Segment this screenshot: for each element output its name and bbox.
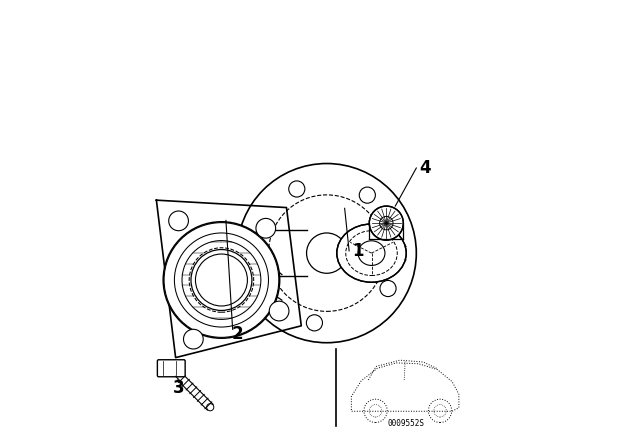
Text: 4: 4	[419, 159, 431, 177]
Circle shape	[256, 218, 276, 238]
Text: 3: 3	[173, 379, 185, 396]
Circle shape	[359, 187, 376, 203]
Circle shape	[184, 329, 204, 349]
FancyBboxPatch shape	[157, 360, 185, 377]
Circle shape	[269, 301, 289, 321]
Circle shape	[369, 206, 403, 240]
Circle shape	[191, 250, 252, 310]
Circle shape	[163, 222, 280, 338]
Text: 0009552S: 0009552S	[387, 419, 424, 428]
Text: 2: 2	[231, 325, 243, 343]
Text: 1: 1	[353, 242, 364, 260]
Ellipse shape	[337, 224, 406, 282]
Circle shape	[307, 315, 323, 331]
Circle shape	[250, 263, 266, 280]
Circle shape	[169, 211, 188, 231]
Circle shape	[380, 280, 396, 297]
Circle shape	[289, 181, 305, 197]
